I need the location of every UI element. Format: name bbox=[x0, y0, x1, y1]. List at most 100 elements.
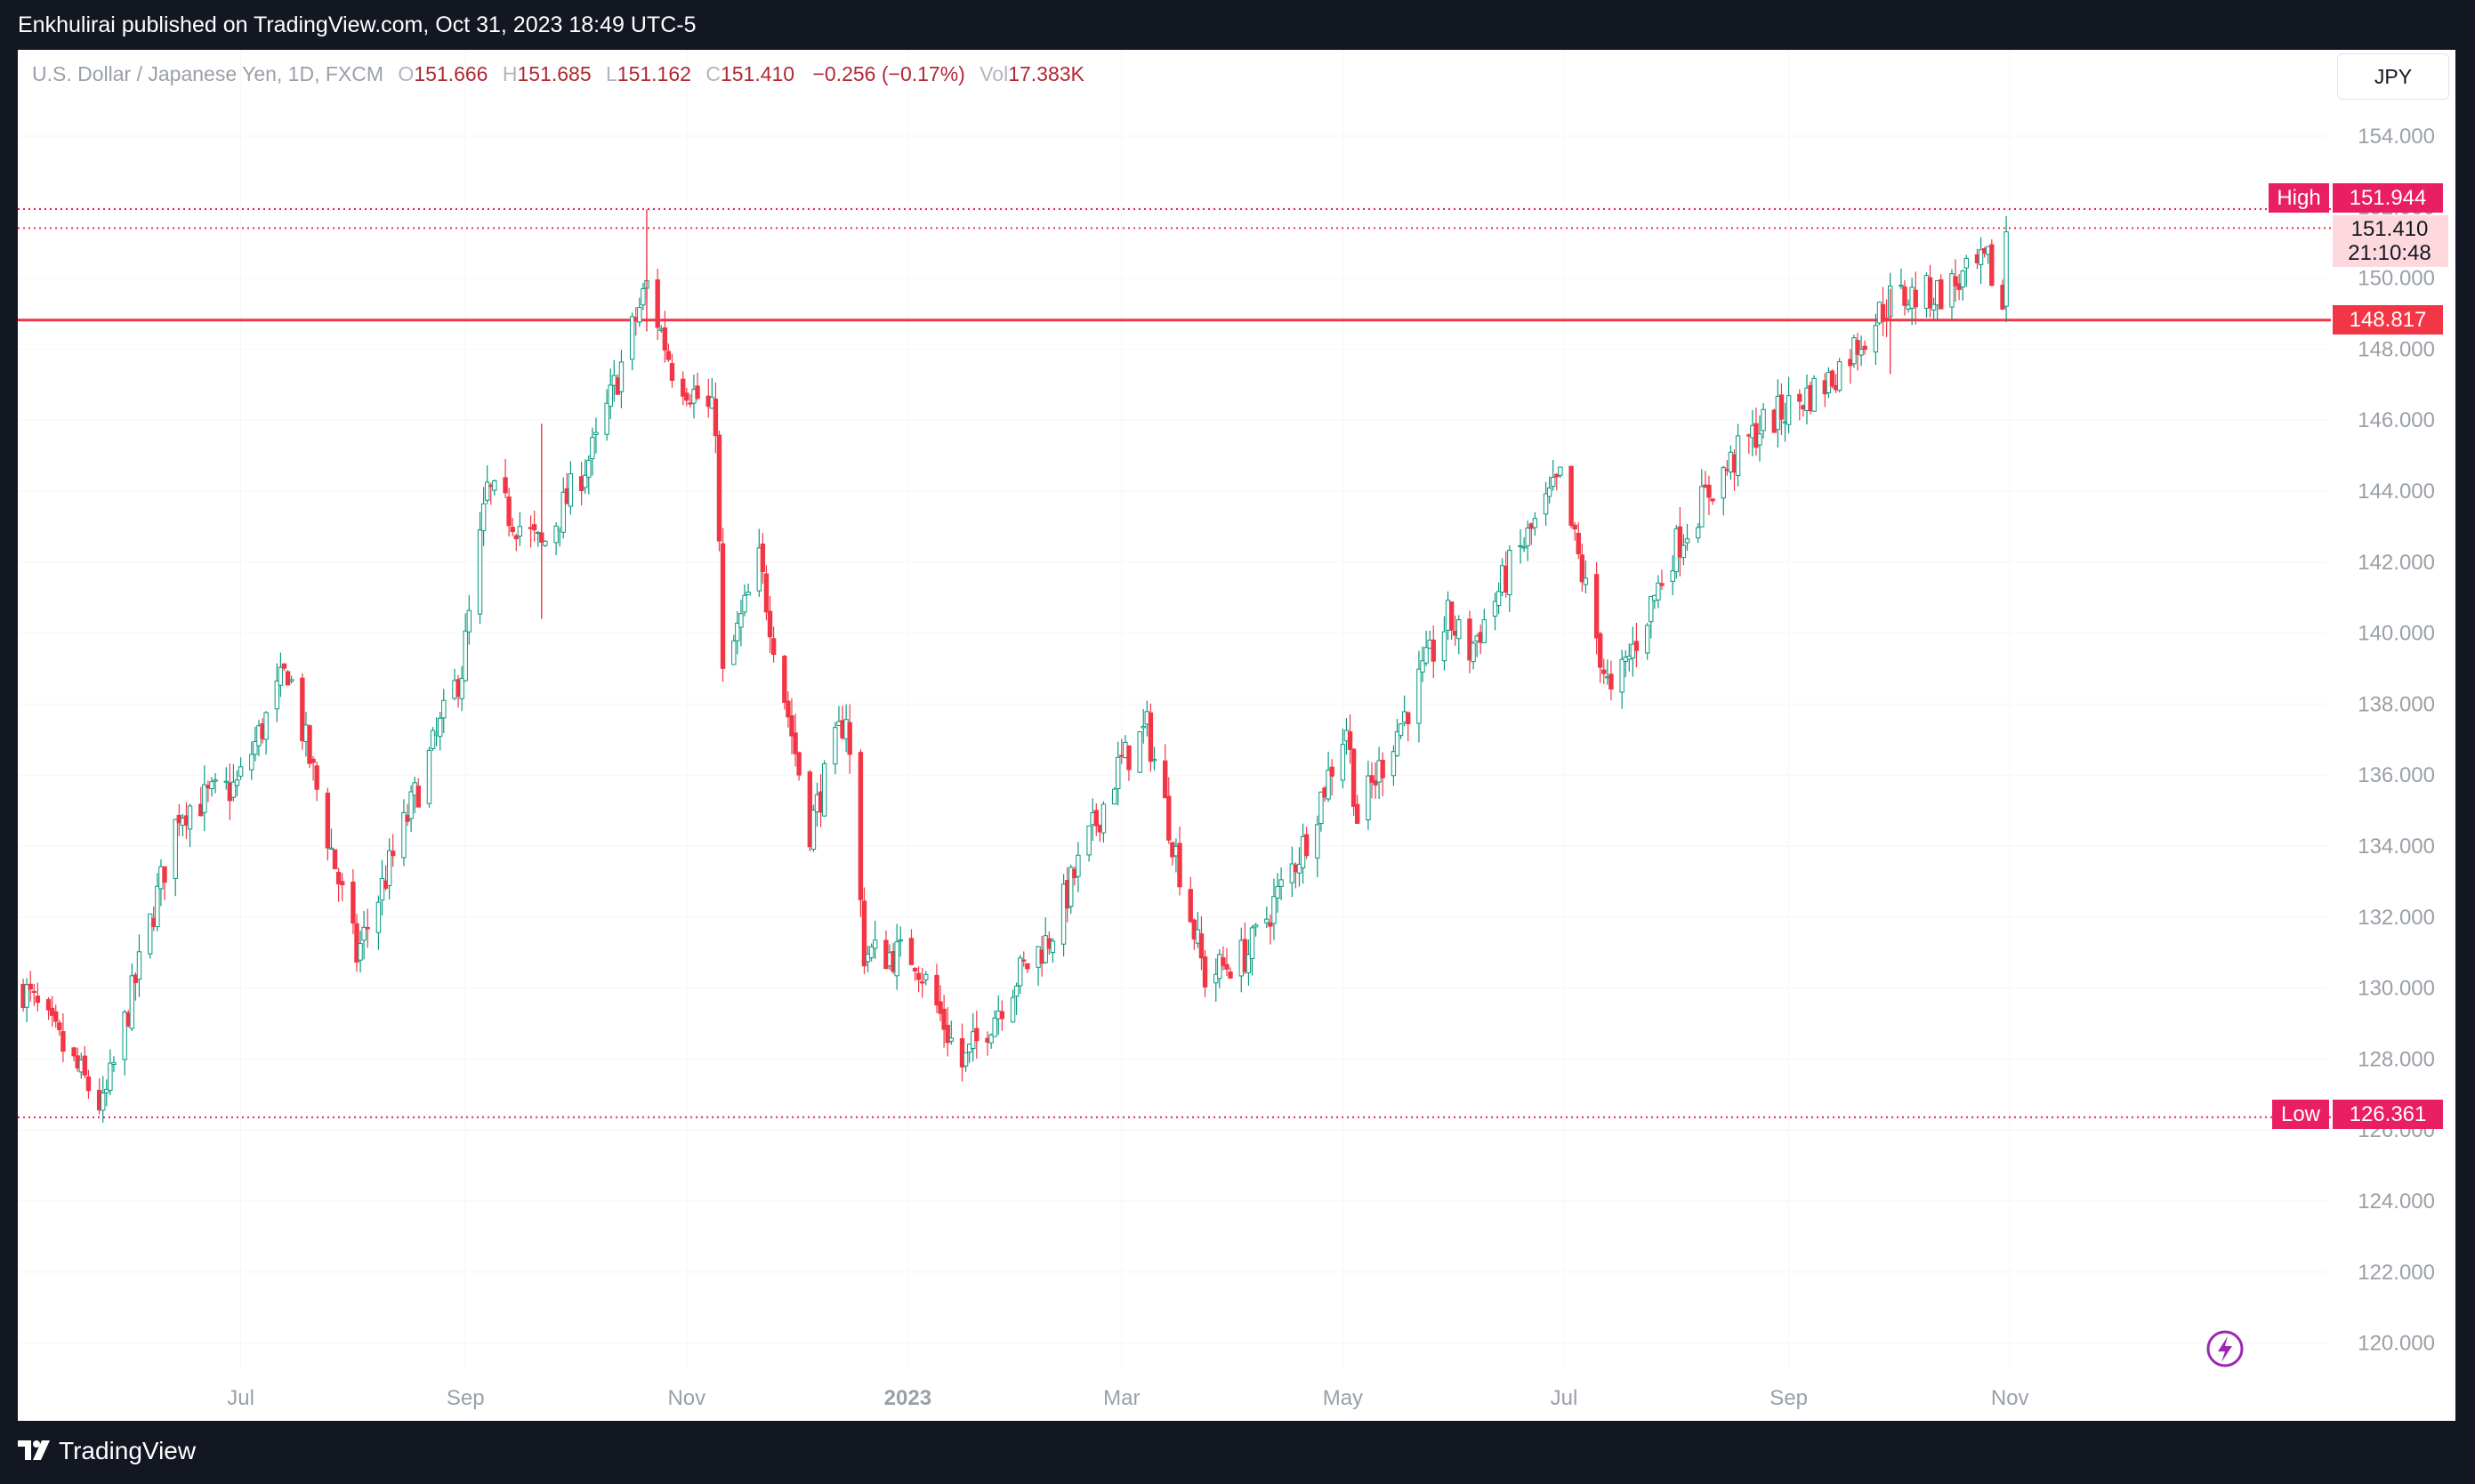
candle-body bbox=[1406, 712, 1411, 724]
candle-body bbox=[1546, 487, 1552, 497]
candle-body bbox=[796, 752, 802, 776]
candle-body bbox=[263, 712, 269, 740]
candle-body bbox=[230, 781, 237, 798]
candle-body bbox=[1278, 879, 1284, 887]
price-axis: 154.000152.000150.000148.000146.000144.0… bbox=[2358, 125, 2435, 1356]
candle-body bbox=[300, 677, 305, 742]
candle-body bbox=[60, 1031, 66, 1053]
candle-body bbox=[1366, 775, 1371, 821]
candle-body bbox=[1684, 538, 1690, 544]
support-tag-bg bbox=[2333, 305, 2443, 335]
candle-body bbox=[1275, 885, 1280, 899]
candle-body bbox=[763, 573, 770, 613]
candle-body bbox=[408, 791, 414, 819]
candle-body bbox=[1141, 725, 1146, 729]
high-label: H bbox=[502, 62, 518, 85]
candle-body bbox=[1706, 484, 1712, 498]
candle-body bbox=[735, 622, 740, 641]
candle-body bbox=[1902, 286, 1907, 306]
candle-body bbox=[173, 819, 178, 879]
high-tag-value: 151.944 bbox=[2350, 186, 2427, 210]
candle-body bbox=[531, 524, 537, 530]
candle-body bbox=[1507, 550, 1512, 596]
candle-body bbox=[553, 525, 559, 544]
candle-body bbox=[1246, 954, 1252, 973]
candle-body bbox=[1521, 546, 1527, 549]
x-tick-label: Nov bbox=[667, 1386, 705, 1410]
candle-body bbox=[789, 715, 794, 737]
candle-body bbox=[915, 972, 922, 980]
candle-body bbox=[148, 913, 153, 955]
candle-body bbox=[1086, 825, 1092, 856]
candle-body bbox=[948, 1037, 954, 1042]
candle-body bbox=[934, 974, 939, 1006]
candle-body bbox=[1495, 591, 1502, 607]
candle-body bbox=[669, 363, 675, 381]
candle-body bbox=[1492, 601, 1498, 617]
candle-body bbox=[1989, 244, 1995, 286]
candle-body bbox=[1649, 596, 1654, 623]
candle-body bbox=[1076, 854, 1081, 877]
candle-body bbox=[999, 1011, 1005, 1020]
candle-body bbox=[503, 477, 508, 494]
candle-body bbox=[1543, 493, 1549, 515]
candle-body bbox=[618, 361, 625, 392]
candle-body bbox=[963, 1052, 969, 1067]
candle-body bbox=[122, 1012, 127, 1061]
candle-body bbox=[281, 663, 287, 669]
candle-body bbox=[1369, 775, 1375, 783]
candle-body bbox=[662, 327, 668, 351]
candle-body bbox=[847, 722, 852, 755]
candle-body bbox=[1601, 669, 1607, 674]
candle-body bbox=[375, 901, 382, 933]
y-tick-label: 130.000 bbox=[2358, 977, 2435, 1001]
candle-body bbox=[1761, 408, 1766, 431]
candle-body bbox=[1481, 619, 1487, 643]
candle-body bbox=[492, 480, 497, 491]
candle-body bbox=[543, 540, 548, 546]
lightning-icon[interactable] bbox=[2206, 1330, 2244, 1367]
candle-body bbox=[1858, 349, 1864, 356]
currency-button[interactable]: JPY bbox=[2337, 53, 2449, 100]
candle-body bbox=[57, 1022, 62, 1030]
candle-body bbox=[1579, 554, 1585, 583]
x-tick-label: Mar bbox=[1103, 1386, 1140, 1410]
candle-body bbox=[1518, 544, 1523, 548]
candle-body bbox=[912, 967, 918, 972]
candle-body bbox=[1111, 788, 1117, 805]
candle-body bbox=[858, 752, 864, 900]
candle-body bbox=[1217, 954, 1222, 980]
candle-body bbox=[234, 779, 240, 786]
x-tick-label: Sep bbox=[447, 1386, 485, 1410]
candle-body bbox=[742, 594, 747, 613]
candle-body bbox=[760, 544, 766, 572]
close-label: C bbox=[705, 62, 721, 85]
candle-body bbox=[480, 503, 487, 531]
candle-body bbox=[1166, 795, 1172, 841]
low-tag-label: Low bbox=[2281, 1102, 2321, 1126]
candle-body bbox=[1303, 834, 1310, 857]
candle-body bbox=[104, 1088, 109, 1093]
candle-body bbox=[1583, 577, 1589, 585]
candle-body bbox=[328, 847, 335, 850]
candle-body bbox=[35, 996, 41, 1004]
candle-body bbox=[278, 666, 284, 686]
x-tick-label: 2023 bbox=[884, 1386, 931, 1410]
candle-body bbox=[1093, 810, 1099, 827]
high-tag-value-bg bbox=[2333, 183, 2443, 213]
high-tag-label-bg bbox=[2269, 183, 2329, 213]
candle-body bbox=[335, 872, 342, 884]
candle-body bbox=[415, 785, 421, 808]
footer-brand[interactable]: TradingView bbox=[59, 1437, 197, 1464]
y-tick-label: 148.000 bbox=[2358, 337, 2435, 361]
candle-body bbox=[583, 474, 588, 488]
candle-body bbox=[919, 980, 925, 984]
candle-body bbox=[1398, 723, 1404, 737]
candle-body bbox=[1253, 924, 1259, 928]
candle-body bbox=[223, 780, 229, 783]
symbol-name[interactable]: U.S. Dollar / Japanese Yen, 1D, FXCM bbox=[32, 62, 384, 85]
candle-body bbox=[155, 885, 160, 928]
tradingview-logo-icon bbox=[18, 1440, 50, 1460]
y-tick-label: 150.000 bbox=[2358, 267, 2435, 291]
